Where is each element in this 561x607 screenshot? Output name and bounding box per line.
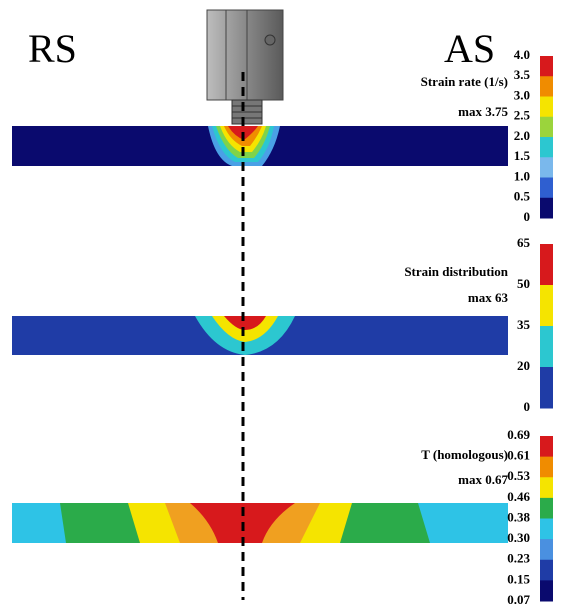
colorbar-label: 0.23 [507,551,530,566]
colorbar-label: 1.5 [514,148,531,163]
panel-title: Strain rate (1/s) [421,74,508,89]
colorbar-label: 0.5 [514,189,531,204]
colorbar-label: 3.5 [514,67,531,82]
colorbar-segment [540,519,553,540]
colorbar-segment [540,178,553,199]
colorbar-label: 0.61 [507,448,530,463]
colorbar-label: 35 [517,317,531,332]
as-label: AS [444,26,495,71]
colorbar-segment [540,97,553,118]
colorbar-label: 0.69 [507,427,530,442]
colorbar-label: 50 [517,276,530,291]
strain-rate-plate [12,126,508,166]
colorbar-label: 0 [524,209,531,224]
panel-title: Strain distribution [404,264,508,279]
colorbar-segment [540,326,553,368]
strain-plate [12,316,508,355]
colorbar-label: 3.0 [514,87,530,102]
panel-max: max 63 [468,290,509,305]
figure: RS AS Strain rate (1/s) max 3.7 [0,0,561,607]
colorbar-segment [540,367,553,409]
colorbar-segment [540,580,553,601]
colorbar-label: 65 [517,235,531,250]
colorbar-segment [540,457,553,478]
colorbar-label: 0.30 [507,530,530,545]
panel-max: max 3.75 [458,104,508,119]
tool [207,10,283,124]
colorbar-segment [540,117,553,138]
temperature-plate [12,503,508,543]
panel-title: T (homologous) [421,447,508,462]
colorbar-segment [540,560,553,581]
colorbar-segment [540,198,553,219]
colorbar-segment [540,157,553,178]
colorbar-segment [540,76,553,97]
colorbar-segment [540,539,553,560]
panel-max: max 0.67 [458,472,508,487]
colorbar-segment [540,477,553,498]
colorbar-segment [540,137,553,158]
colorbar-label: 0 [524,399,531,414]
colorbar-segment [540,285,553,327]
colorbar-segment [540,244,553,286]
colorbar-label: 1.0 [514,168,530,183]
colorbar-label: 20 [517,358,530,373]
colorbar-label: 2.5 [514,108,531,123]
colorbar-label: 0.15 [507,571,530,586]
colorbar-label: 2.0 [514,128,530,143]
colorbar-label: 0.53 [507,468,530,483]
colorbar-segment [540,436,553,457]
colorbar-label: 0.07 [507,592,530,607]
colorbar-label: 0.46 [507,489,530,504]
colorbar-segment [540,56,553,77]
rs-label: RS [28,26,77,71]
colorbar-label: 4.0 [514,47,530,62]
colorbar-label: 0.38 [507,509,530,524]
colorbar-segment [540,498,553,519]
